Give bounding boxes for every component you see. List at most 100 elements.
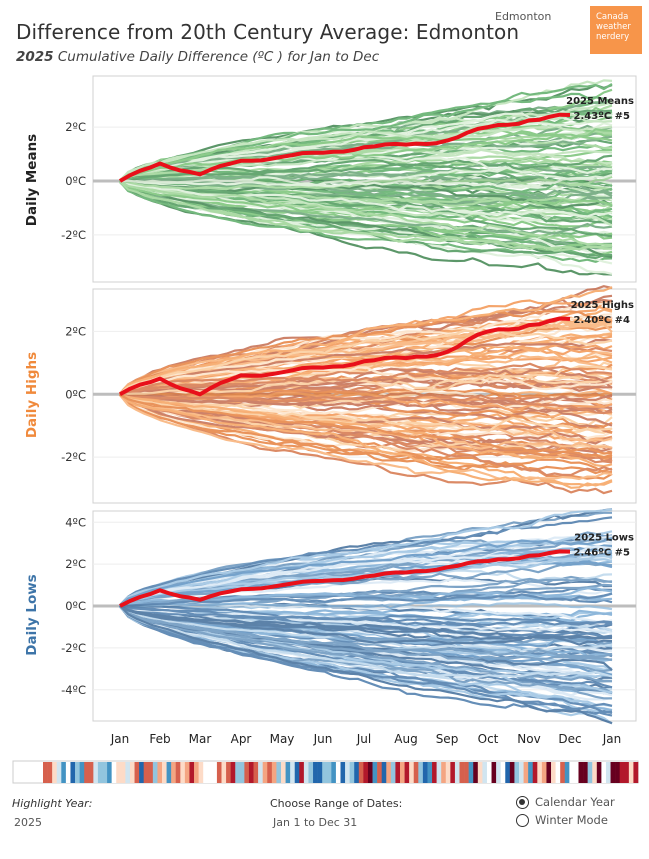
year-line (119, 392, 613, 434)
highlight-value: 2.43ºC #5 (574, 111, 631, 122)
highlight-year-line (119, 316, 571, 397)
y-tick-label: 0ºC (65, 174, 86, 188)
y-tick-label: 2ºC (65, 557, 86, 571)
calendar-year-label[interactable]: Calendar Year (535, 795, 615, 809)
background-years (119, 508, 613, 725)
year-line (119, 393, 613, 459)
stripe (267, 762, 273, 783)
stripe (281, 762, 286, 783)
winter-mode-label[interactable]: Winter Mode (535, 813, 608, 827)
stripe (61, 762, 67, 783)
stripe (514, 762, 520, 783)
year-line (119, 310, 613, 396)
stripe (97, 762, 103, 783)
stripe (610, 762, 616, 783)
page-subtitle: 2025 Cumulative Daily Difference (ºC ) f… (16, 49, 379, 65)
stripe (386, 762, 392, 783)
stripe (564, 762, 570, 783)
stripe (75, 762, 80, 783)
stripe (43, 762, 48, 783)
stripe (299, 762, 305, 783)
panel-frame (92, 510, 637, 722)
highlight-year-select[interactable]: 2025 (14, 816, 42, 829)
stripe (500, 762, 506, 783)
stripe (248, 762, 254, 783)
x-tick-label: Aug (394, 732, 417, 746)
stripe (70, 762, 76, 783)
stripe (52, 762, 58, 783)
stripe (152, 762, 158, 783)
panel-lows: 4ºC 2ºC 0ºC -2ºC -4ºC Daily Lows 2025 Lows 2.46… (24, 508, 637, 725)
stripe (56, 762, 62, 783)
stripe (175, 762, 181, 783)
x-tick-label: Oct (478, 732, 499, 746)
x-tick-label: Dec (558, 732, 581, 746)
stripe (166, 762, 172, 783)
highlight-year-line (119, 112, 571, 183)
highlight-label: 2025 Means (566, 96, 634, 107)
year-line (119, 392, 613, 432)
year-line (119, 391, 613, 415)
year-line (119, 508, 613, 607)
stripe (400, 762, 405, 783)
logo[interactable]: Canada weather nerdery (590, 6, 642, 54)
year-line (119, 605, 613, 640)
background-years (119, 285, 613, 495)
stripe (377, 762, 382, 783)
stripe (290, 762, 296, 783)
stripe (537, 762, 543, 783)
stripe (84, 762, 90, 783)
winter-mode-radio[interactable] (516, 814, 529, 827)
highlight-value: 2.40ºC #4 (574, 315, 631, 326)
y-tick-label: 2ºC (65, 324, 86, 338)
stripe (628, 762, 634, 783)
year-line (119, 592, 613, 610)
stripe (587, 762, 593, 783)
range-select[interactable]: Jan 1 to Dec 31 (273, 816, 358, 829)
stripe (427, 762, 433, 783)
stripe (491, 762, 497, 783)
stripe (294, 762, 300, 783)
range-label: Choose Range of Dates: (270, 797, 403, 810)
stripe (345, 762, 350, 783)
stripe (372, 762, 378, 783)
year-line (119, 534, 613, 608)
stripe (198, 762, 204, 783)
stripe (111, 762, 117, 783)
stripe (496, 762, 501, 783)
stripe (555, 762, 561, 783)
year-line (119, 394, 613, 482)
city-label: Edmonton (495, 10, 552, 23)
stripe (189, 762, 195, 783)
stripe (143, 762, 149, 783)
year-line (119, 592, 613, 608)
stripe (162, 762, 167, 783)
x-tick-label: Apr (231, 732, 252, 746)
subtitle-text: Cumulative Daily Difference (ºC ) for Ja… (57, 49, 380, 65)
stripe (482, 762, 488, 783)
year-line (119, 180, 613, 240)
year-line (119, 362, 613, 396)
chart-area: 2ºC 0ºC -2ºC Daily Means 2025 Means 2.43ºC #5… (12, 75, 639, 784)
year-line (119, 112, 613, 181)
stripe (349, 762, 355, 783)
stripe (129, 762, 135, 783)
stripe (65, 762, 71, 783)
year-line (119, 602, 613, 611)
y-tick-label: 2ºC (65, 120, 86, 134)
x-tick-label: Jul (356, 732, 371, 746)
stripe (203, 762, 209, 783)
stripe (505, 762, 511, 783)
stripe (120, 762, 126, 783)
stripe (102, 762, 108, 783)
y-tick-label: -2ºC (61, 641, 86, 655)
logo-line-2: weather (596, 22, 631, 32)
stripe (381, 762, 387, 783)
stripe (413, 762, 419, 783)
stripe (418, 762, 424, 783)
calendar-year-radio[interactable] (516, 796, 529, 809)
highlight-value: 2.46ºC #5 (574, 548, 631, 559)
stripe (244, 762, 250, 783)
stripe (271, 762, 277, 783)
year-line (119, 605, 613, 646)
